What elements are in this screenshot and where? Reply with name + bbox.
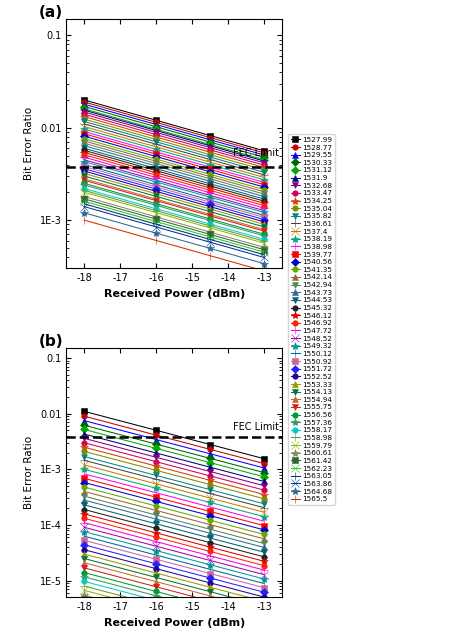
Text: FEC Limit: FEC Limit: [233, 148, 279, 158]
Y-axis label: Bit Error Ratio: Bit Error Ratio: [24, 107, 34, 180]
Legend: 1527.99, 1528.77, 1529.55, 1530.33, 1531.12, 1531.9, 1532.68, 1533.47, 1534.25, : 1527.99, 1528.77, 1529.55, 1530.33, 1531…: [288, 134, 335, 505]
Text: FEC Limit: FEC Limit: [233, 422, 279, 432]
Y-axis label: Bit Error Ratio: Bit Error Ratio: [24, 436, 34, 509]
Text: (a): (a): [38, 4, 63, 20]
X-axis label: Received Power (dBm): Received Power (dBm): [104, 289, 245, 299]
X-axis label: Received Power (dBm): Received Power (dBm): [104, 618, 245, 628]
Text: (b): (b): [38, 334, 63, 349]
